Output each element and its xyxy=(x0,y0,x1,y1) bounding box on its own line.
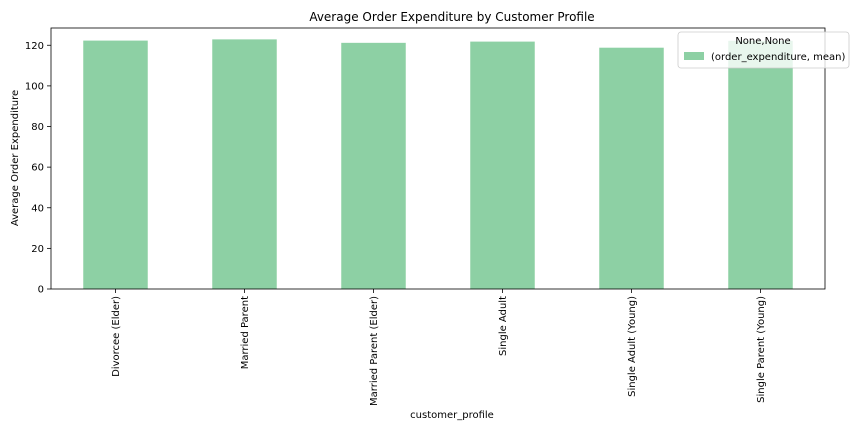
legend-swatch xyxy=(684,52,704,60)
bar xyxy=(728,40,793,289)
x-tick-label: Married Parent (Elder) xyxy=(369,296,380,406)
y-tick-label: 60 xyxy=(31,163,44,174)
legend-label: (order_expenditure, mean) xyxy=(711,52,845,63)
bar xyxy=(599,47,664,289)
x-tick-label: Single Adult (Young) xyxy=(627,296,638,397)
legend-frame xyxy=(677,31,850,69)
bar xyxy=(83,40,148,290)
y-tick-label: 100 xyxy=(25,81,44,92)
y-tick-label: 120 xyxy=(25,41,44,52)
x-axis: Divorcee (Elder) Married Parent Married Pa… xyxy=(111,289,767,406)
y-tick-label: 80 xyxy=(31,122,44,133)
x-tick-label: Single Adult xyxy=(498,296,509,356)
legend-title: None,None xyxy=(735,36,790,47)
bars-group xyxy=(83,39,793,290)
y-tick-label: 40 xyxy=(31,203,44,214)
x-axis-title: customer_profile xyxy=(410,410,494,421)
y-axis: 0 20 40 60 80 100 120 xyxy=(25,41,51,296)
y-axis-title: Average Order Expenditure xyxy=(10,90,21,226)
x-tick-label: Married Parent xyxy=(240,296,251,369)
x-tick-label: Divorcee (Elder) xyxy=(111,296,122,377)
y-tick-label: 0 xyxy=(38,285,44,296)
bar xyxy=(212,39,277,290)
bar xyxy=(341,42,406,289)
bar xyxy=(470,41,535,290)
legend: None,None (order_expenditure, mean) xyxy=(677,31,850,69)
x-tick-label: Single Parent (Young) xyxy=(756,296,767,403)
plot-frame xyxy=(50,27,826,290)
y-tick-label: 20 xyxy=(31,244,44,255)
chart-title: Average Order Expenditure by Customer Pr… xyxy=(309,10,594,24)
